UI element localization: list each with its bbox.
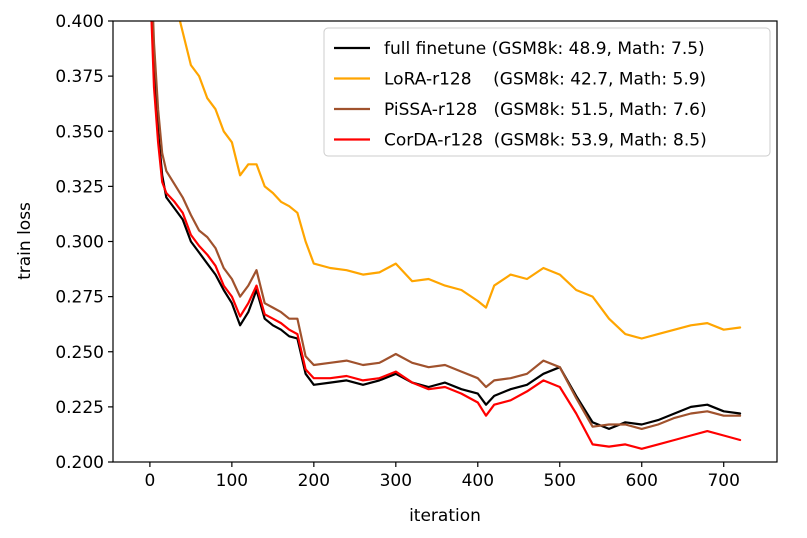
x-tick-label: 200 (298, 471, 330, 491)
legend-label-lora-r128: LoRA-r128 (GSM8k: 42.7, Math: 5.9) (384, 70, 706, 90)
x-axis-label: iteration (409, 506, 481, 526)
y-tick-label: 0.375 (55, 67, 104, 87)
legend-label-full-finetune: full finetune (GSM8k: 48.9, Math: 7.5) (384, 39, 705, 59)
y-tick-label: 0.275 (55, 288, 104, 308)
x-tick-label: 0 (144, 471, 155, 491)
y-tick-label: 0.300 (55, 233, 104, 253)
y-tick-label: 0.325 (55, 177, 104, 197)
series-line-lora-r128 (178, 21, 742, 340)
legend: full finetune (GSM8k: 48.9, Math: 7.5) Lo… (323, 27, 771, 157)
y-tick-label: 0.350 (55, 122, 104, 142)
x-tick-label: 600 (626, 471, 658, 491)
y-tick-label: 0.225 (55, 398, 104, 418)
series-layer (150, 21, 742, 450)
y-axis: 0.200 0.225 0.250 0.275 0.300 0.325 0.350 0.375… (55, 12, 113, 473)
y-axis-label: train loss (15, 202, 35, 280)
x-tick-label: 500 (544, 471, 576, 491)
x-tick-label: 700 (707, 471, 739, 491)
legend-box (323, 27, 771, 157)
series-line-pissa-r128 (152, 21, 742, 430)
y-tick-label: 0.200 (55, 453, 104, 473)
y-tick-label: 0.400 (55, 12, 104, 32)
x-axis: 0 100 200 300 400 500 600 700 (144, 462, 740, 491)
series-line-corda-r128 (150, 21, 742, 450)
series-line-full-finetune (151, 21, 742, 430)
legend-label-pissa-r128: PiSSA-r128 (GSM8k: 51.5, Math: 7.6) (384, 100, 707, 120)
x-tick-label: 300 (380, 471, 412, 491)
legend-label-corda-r128: CorDA-r128 (GSM8k: 53.9, Math: 8.5) (384, 131, 707, 151)
x-tick-label: 100 (216, 471, 248, 491)
x-tick-label: 400 (462, 471, 494, 491)
y-tick-label: 0.250 (55, 343, 104, 363)
